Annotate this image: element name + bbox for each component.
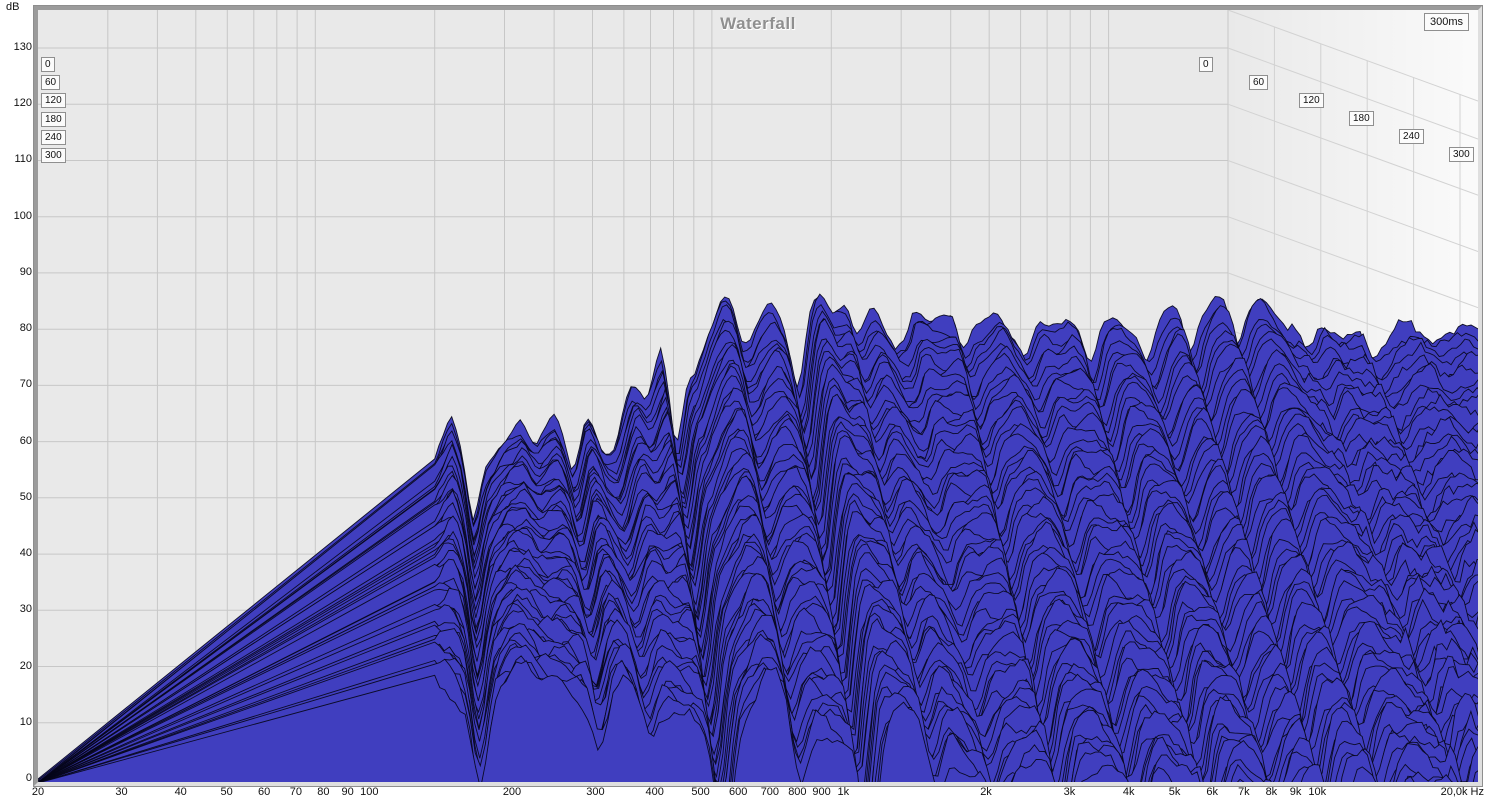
- freq-axis-label: 30: [115, 786, 128, 798]
- db-axis-label: 10: [19, 715, 32, 728]
- time-label-left: 300: [41, 148, 66, 163]
- freq-axis-label: 5k: [1168, 786, 1181, 798]
- waterfall-slices: [38, 293, 1478, 782]
- freq-axis-label: 300: [586, 786, 605, 798]
- plot-frame: [33, 5, 1483, 787]
- db-axis-label: 110: [14, 153, 32, 166]
- time-label-left: 120: [41, 93, 66, 109]
- freq-axis-label: 20,0k Hz: [1440, 786, 1484, 798]
- db-axis-label: 60: [19, 434, 32, 447]
- freq-axis-label: 500: [691, 786, 710, 798]
- time-label-left: 0: [41, 57, 55, 72]
- time-label-left: 180: [41, 111, 66, 127]
- freq-axis-label: 60: [258, 786, 271, 798]
- db-axis-label: 0: [25, 772, 32, 784]
- time-label-right: 240: [1399, 129, 1424, 144]
- freq-axis-label: 400: [645, 786, 664, 798]
- time-label-right: 180: [1349, 111, 1374, 126]
- freq-axis-label: 8k: [1265, 786, 1278, 798]
- time-label-left: 60: [41, 75, 61, 91]
- time-window-badge: 300ms: [1424, 13, 1470, 31]
- time-label-left: 240: [41, 129, 66, 145]
- freq-axis-label: 100: [360, 786, 379, 798]
- freq-axis-label: 4k: [1122, 786, 1135, 798]
- freq-axis-label: 6k: [1206, 786, 1218, 798]
- freq-axis-label: 3k: [1063, 786, 1076, 798]
- db-axis-label: 100: [13, 209, 32, 222]
- freq-axis-label: 2k: [980, 786, 992, 798]
- freq-axis-label: 9k: [1289, 786, 1302, 798]
- waterfall-slice: [39, 660, 1377, 782]
- freq-axis-label: 80: [317, 786, 330, 798]
- freq-axis-label: 50: [220, 786, 233, 798]
- db-axis-unit: dB: [6, 1, 20, 13]
- freq-axis-label: 20: [31, 786, 45, 798]
- time-label-right: 0: [1199, 57, 1213, 72]
- freq-axis-label: 10k: [1308, 786, 1327, 798]
- freq-axis-label: 600: [728, 786, 748, 798]
- db-axis-label: 40: [19, 547, 32, 560]
- db-axis-label: 50: [19, 490, 32, 503]
- freq-axis-label: 900: [812, 786, 831, 798]
- db-axis-label: 20: [19, 659, 32, 672]
- db-axis-label: 30: [19, 603, 32, 616]
- db-axis-label: 80: [19, 322, 32, 335]
- freq-axis-label: 200: [502, 786, 522, 798]
- db-axis-label: 120: [13, 97, 32, 110]
- freq-axis-label: 7k: [1238, 786, 1250, 798]
- db-axis-label: 90: [19, 265, 32, 278]
- page-title: Waterfall: [720, 14, 796, 33]
- freq-axis-label: 700: [760, 786, 780, 798]
- freq-axis-label: 90: [341, 786, 354, 798]
- freq-axis-label: 40: [174, 786, 187, 798]
- freq-axis-label: 1k: [837, 786, 850, 798]
- time-label-right: 120: [1299, 93, 1324, 108]
- freq-axis-label: 800: [788, 786, 807, 798]
- time-label-right: 60: [1249, 75, 1269, 90]
- db-axis-label: 130: [13, 40, 32, 53]
- db-axis-label: 70: [19, 378, 32, 391]
- time-label-right: 300: [1449, 147, 1474, 162]
- freq-axis-label: 70: [289, 786, 302, 798]
